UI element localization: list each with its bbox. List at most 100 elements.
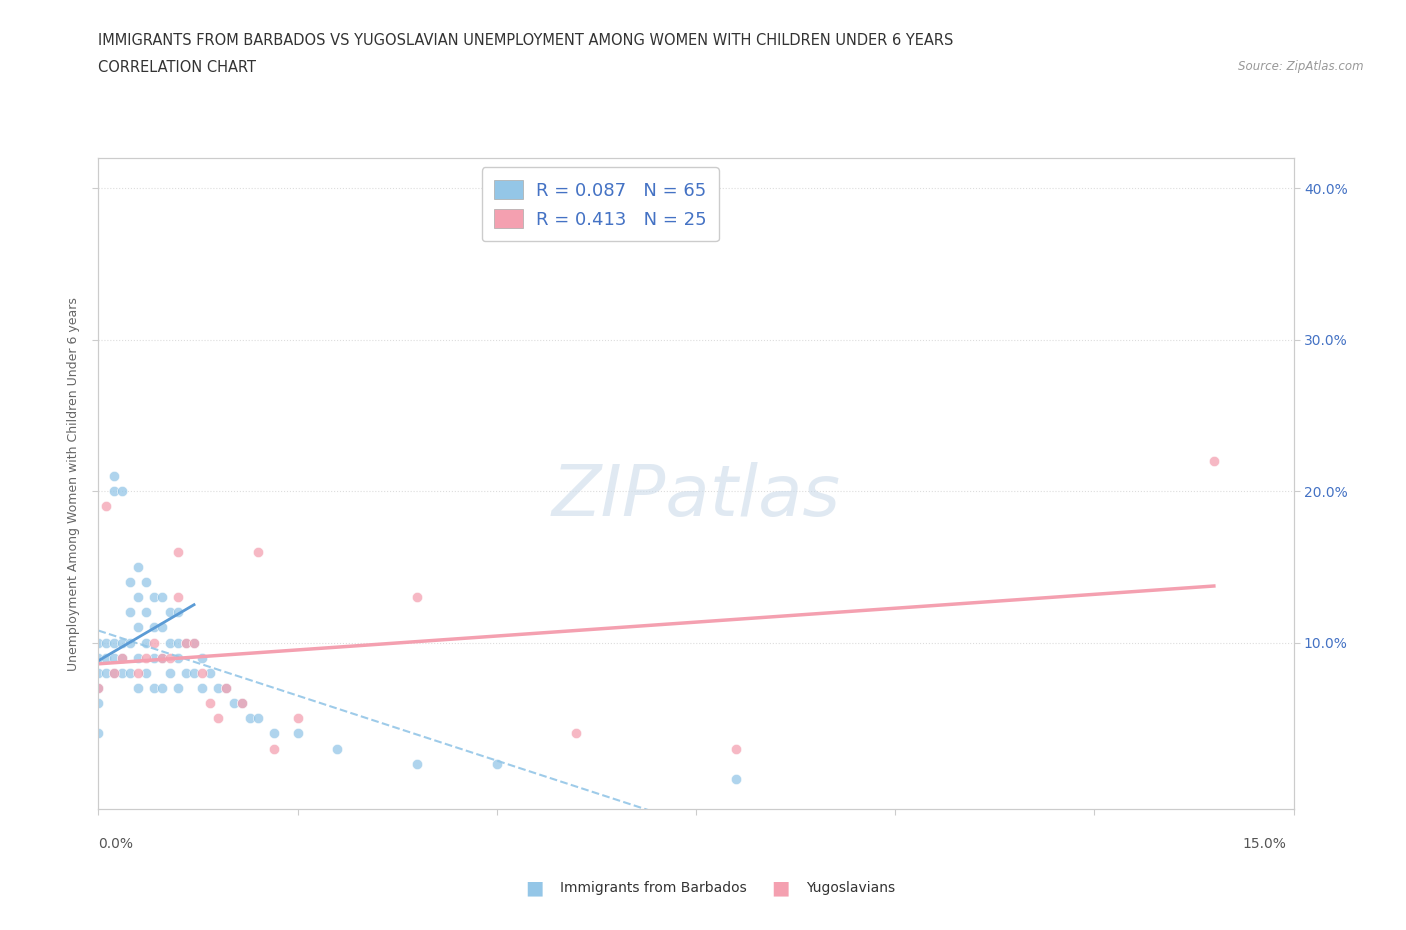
Point bbox=[724, 771, 747, 786]
Point bbox=[103, 469, 125, 484]
Point bbox=[87, 696, 110, 711]
Point bbox=[103, 484, 125, 498]
Point bbox=[724, 741, 747, 756]
Point bbox=[111, 635, 134, 650]
Point bbox=[150, 650, 173, 665]
Point bbox=[143, 620, 166, 635]
Point bbox=[239, 711, 262, 725]
Point bbox=[174, 635, 197, 650]
Text: ■: ■ bbox=[770, 879, 790, 897]
Point bbox=[167, 604, 190, 619]
Point bbox=[127, 681, 149, 696]
Point bbox=[120, 635, 142, 650]
Point bbox=[150, 681, 173, 696]
Point bbox=[87, 635, 110, 650]
Point bbox=[174, 665, 197, 680]
Point bbox=[143, 650, 166, 665]
Point bbox=[87, 726, 110, 741]
Point bbox=[103, 635, 125, 650]
Point bbox=[111, 484, 134, 498]
Point bbox=[143, 590, 166, 604]
Point bbox=[150, 650, 173, 665]
Point bbox=[263, 741, 285, 756]
Point bbox=[120, 665, 142, 680]
Point bbox=[159, 665, 181, 680]
Point bbox=[207, 711, 229, 725]
Point bbox=[263, 726, 285, 741]
Point bbox=[174, 635, 197, 650]
Text: 0.0%: 0.0% bbox=[98, 837, 134, 851]
Point bbox=[167, 650, 190, 665]
Point bbox=[1202, 454, 1225, 469]
Point bbox=[87, 650, 110, 665]
Point bbox=[111, 665, 134, 680]
Point bbox=[159, 650, 181, 665]
Point bbox=[127, 590, 149, 604]
Point bbox=[96, 650, 118, 665]
Point bbox=[96, 635, 118, 650]
Point bbox=[565, 726, 588, 741]
Point bbox=[191, 650, 214, 665]
Point bbox=[127, 560, 149, 575]
Point bbox=[103, 665, 125, 680]
Point bbox=[183, 635, 205, 650]
Point bbox=[198, 665, 221, 680]
Text: ZIPatlas: ZIPatlas bbox=[551, 462, 841, 531]
Point bbox=[127, 665, 149, 680]
Point bbox=[127, 620, 149, 635]
Point bbox=[143, 681, 166, 696]
Point bbox=[167, 681, 190, 696]
Point bbox=[183, 665, 205, 680]
Point bbox=[231, 696, 253, 711]
Point bbox=[150, 590, 173, 604]
Point bbox=[111, 650, 134, 665]
Point bbox=[246, 711, 269, 725]
Text: Immigrants from Barbados: Immigrants from Barbados bbox=[560, 881, 747, 896]
Point bbox=[103, 650, 125, 665]
Point bbox=[207, 681, 229, 696]
Text: Source: ZipAtlas.com: Source: ZipAtlas.com bbox=[1239, 60, 1364, 73]
Point bbox=[215, 681, 238, 696]
Point bbox=[120, 575, 142, 590]
Point bbox=[150, 620, 173, 635]
Point bbox=[87, 665, 110, 680]
Point bbox=[167, 635, 190, 650]
Point bbox=[135, 575, 157, 590]
Point bbox=[103, 665, 125, 680]
Text: ■: ■ bbox=[524, 879, 544, 897]
Point bbox=[135, 604, 157, 619]
Point bbox=[127, 650, 149, 665]
Point bbox=[120, 604, 142, 619]
Point bbox=[87, 681, 110, 696]
Point bbox=[111, 650, 134, 665]
Point bbox=[159, 604, 181, 619]
Point bbox=[135, 650, 157, 665]
Point bbox=[167, 590, 190, 604]
Y-axis label: Unemployment Among Women with Children Under 6 years: Unemployment Among Women with Children U… bbox=[66, 297, 80, 671]
Point bbox=[287, 711, 309, 725]
Point bbox=[231, 696, 253, 711]
Point bbox=[287, 726, 309, 741]
Point bbox=[198, 696, 221, 711]
Text: IMMIGRANTS FROM BARBADOS VS YUGOSLAVIAN UNEMPLOYMENT AMONG WOMEN WITH CHILDREN U: IMMIGRANTS FROM BARBADOS VS YUGOSLAVIAN … bbox=[98, 33, 953, 47]
Point bbox=[406, 756, 429, 771]
Point bbox=[96, 498, 118, 513]
Point bbox=[143, 635, 166, 650]
Text: 15.0%: 15.0% bbox=[1243, 837, 1286, 851]
Point bbox=[87, 681, 110, 696]
Point bbox=[246, 544, 269, 559]
Text: Yugoslavians: Yugoslavians bbox=[806, 881, 894, 896]
Point bbox=[215, 681, 238, 696]
Point bbox=[183, 635, 205, 650]
Point bbox=[135, 635, 157, 650]
Point bbox=[222, 696, 245, 711]
Point bbox=[159, 635, 181, 650]
Text: CORRELATION CHART: CORRELATION CHART bbox=[98, 60, 256, 75]
Point bbox=[406, 590, 429, 604]
Point bbox=[326, 741, 349, 756]
Point bbox=[96, 665, 118, 680]
Point bbox=[191, 681, 214, 696]
Point bbox=[135, 665, 157, 680]
Legend: R = 0.087   N = 65, R = 0.413   N = 25: R = 0.087 N = 65, R = 0.413 N = 25 bbox=[482, 167, 718, 241]
Point bbox=[191, 665, 214, 680]
